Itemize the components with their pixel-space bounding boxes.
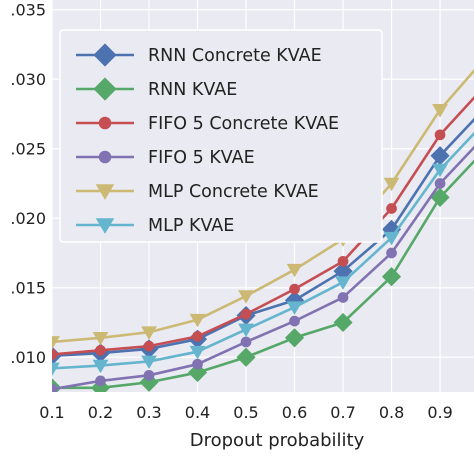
x-tick-label: 0.8 [379, 403, 404, 422]
data-point [236, 347, 256, 367]
data-point [52, 362, 60, 376]
y-axis-ticks: .010 .015 .020 .025 .030 .035 [10, 1, 46, 368]
legend-item: MLP Concrete KVAE [76, 182, 319, 202]
data-point [289, 315, 300, 327]
y-tick-label: .020 [10, 209, 46, 228]
data-point [238, 290, 254, 304]
data-point [52, 349, 58, 360]
data-point [141, 326, 157, 340]
x-axis-ticks: 0.1 0.2 0.3 0.4 0.5 0.6 0.7 0.8 0.9 [39, 403, 452, 422]
legend-marker [95, 184, 115, 200]
data-point [335, 276, 351, 290]
x-tick-label: 0.7 [330, 403, 355, 422]
data-point [189, 345, 206, 360]
data-point [240, 308, 252, 320]
legend-label: RNN Concrete KVAE [148, 46, 322, 66]
legend-marker [98, 150, 112, 164]
series-fifo-5-kvae [52, 145, 474, 392]
data-point [143, 369, 155, 381]
series-line [52, 95, 474, 356]
y-tick-label: .035 [10, 1, 46, 20]
data-point [434, 178, 446, 189]
legend-item: RNN KVAE [76, 77, 237, 101]
x-tick-label: 0.4 [185, 403, 210, 422]
legend-marker [98, 116, 112, 130]
data-point [386, 203, 397, 214]
legend-marker [95, 218, 115, 234]
legend-frame [59, 29, 383, 243]
legend-item: FIFO 5 Concrete KVAE [76, 114, 339, 134]
series-line [52, 159, 474, 390]
x-axis-label: Dropout probability [190, 430, 365, 451]
legend-item: MLP KVAE [76, 216, 234, 236]
y-tick-label: .015 [10, 279, 46, 298]
legend-marker [93, 77, 117, 101]
data-point [434, 129, 446, 141]
series-line [52, 117, 474, 358]
series-line [52, 131, 474, 370]
data-point [286, 263, 303, 278]
data-point [333, 312, 353, 333]
data-point [432, 104, 448, 118]
data-point [189, 313, 206, 328]
data-point [383, 231, 400, 246]
x-tick-label: 0.2 [88, 403, 113, 422]
x-tick-label: 0.9 [427, 403, 452, 422]
y-tick-label: .025 [10, 140, 46, 159]
data-point [383, 177, 400, 192]
legend: RNN Concrete KVAE RNN KVAE FIFO 5 Concrete… [59, 29, 383, 243]
y-tick-label: .030 [10, 70, 46, 89]
legend-label: MLP KVAE [148, 216, 234, 236]
data-point [432, 163, 448, 178]
data-point [143, 340, 155, 352]
legend-item: RNN Concrete KVAE [76, 43, 322, 67]
data-point [92, 331, 109, 346]
legend-label: FIFO 5 KVAE [148, 148, 255, 168]
series-layer [52, 68, 474, 392]
data-point [192, 331, 203, 342]
legend-marker [93, 43, 117, 67]
legend-label: RNN KVAE [148, 80, 237, 100]
x-tick-label: 0.5 [233, 403, 258, 422]
data-point [187, 362, 208, 383]
data-point [238, 323, 254, 338]
data-point [141, 355, 157, 370]
data-point [289, 283, 300, 295]
data-point [95, 344, 106, 356]
legend-label: FIFO 5 Concrete KVAE [148, 114, 339, 134]
data-point [284, 328, 305, 348]
legend-item: FIFO 5 KVAE [76, 148, 255, 168]
data-point [430, 187, 450, 207]
series-line [52, 145, 474, 391]
series-fifo-5-concrete-kvae [52, 95, 474, 360]
y-tick-label: .010 [10, 348, 46, 367]
data-point [386, 247, 397, 259]
data-point [381, 267, 402, 287]
data-point [337, 292, 349, 303]
x-tick-label: 0.6 [282, 403, 307, 422]
series-mlp-kvae [52, 131, 474, 376]
data-point [286, 301, 303, 315]
x-tick-label: 0.3 [136, 403, 161, 422]
data-point [95, 375, 106, 387]
data-point [192, 358, 203, 370]
data-point [92, 359, 109, 374]
data-point [337, 255, 349, 267]
x-tick-label: 0.1 [39, 403, 64, 422]
data-point [52, 336, 60, 350]
data-point [240, 336, 252, 348]
legend-label: MLP Concrete KVAE [148, 182, 319, 202]
series-line [52, 68, 474, 344]
data-point [52, 383, 58, 392]
